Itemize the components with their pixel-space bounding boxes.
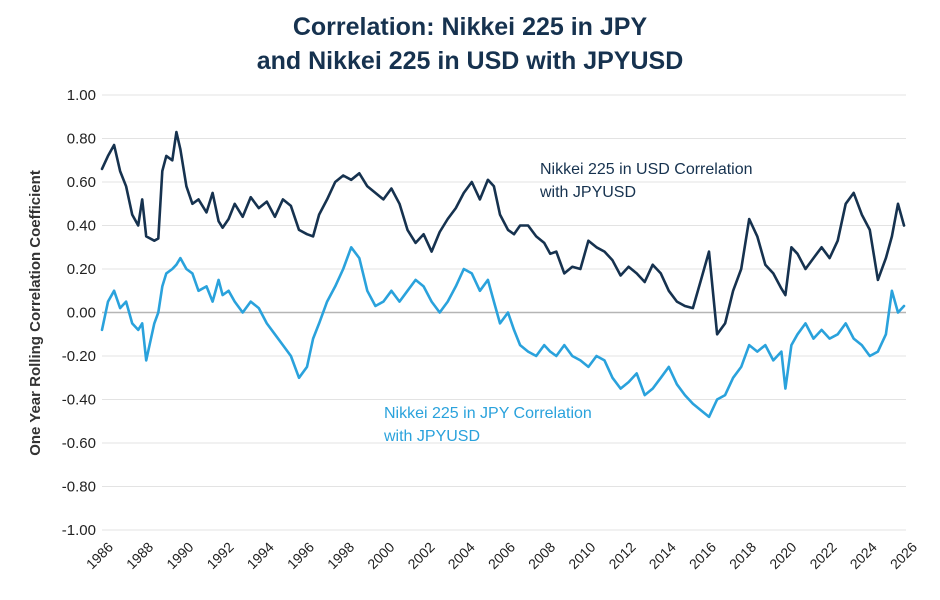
x-tick-label: 2014 bbox=[646, 539, 679, 572]
x-tick-label: 1988 bbox=[123, 539, 156, 572]
y-axis-label: One Year Rolling Correlation Coefficient bbox=[27, 170, 44, 456]
x-tick-label: 2004 bbox=[445, 539, 478, 572]
chart-title-line-1: Correlation: Nikkei 225 in JPY bbox=[292, 13, 648, 41]
series-lines bbox=[100, 130, 906, 419]
y-tick-label: 0.40 bbox=[67, 218, 96, 235]
y-tick-label: 0.60 bbox=[67, 174, 96, 191]
y-tick-label: -0.80 bbox=[62, 479, 96, 496]
x-tick-label: 2026 bbox=[887, 539, 920, 572]
y-tick-label: -0.40 bbox=[62, 392, 96, 409]
y-tick-label: -0.20 bbox=[62, 348, 96, 365]
x-tick-label: 2000 bbox=[364, 539, 397, 572]
x-tick-label: 2010 bbox=[565, 539, 598, 572]
x-tick-label: 2018 bbox=[726, 539, 759, 572]
x-tick-label: 2012 bbox=[605, 539, 638, 572]
x-tick-label: 2024 bbox=[847, 539, 880, 572]
x-tick-label: 1996 bbox=[284, 539, 317, 572]
x-tick-label: 2022 bbox=[806, 539, 839, 572]
usd-series-label: Nikkei 225 in USD Correlation with JPYUS… bbox=[539, 161, 757, 201]
x-tick-label: 2002 bbox=[404, 539, 437, 572]
x-axis-ticks: 1986 1988 1990 1992 1994 1996 1998 2000 2002 2004… bbox=[83, 539, 920, 572]
chart-title: Correlation: Nikkei 225 in JPY and Nikke… bbox=[0, 10, 940, 78]
x-tick-label: 2006 bbox=[485, 539, 518, 572]
x-tick-label: 2008 bbox=[525, 539, 558, 572]
x-tick-label: 2016 bbox=[686, 539, 719, 572]
x-tick-label: 2020 bbox=[766, 539, 799, 572]
y-axis-ticks: 1.00 0.80 0.60 0.40 0.20 0.00 -0.20 -0.40 -0.60 -… bbox=[62, 87, 96, 539]
y-tick-label: 0.20 bbox=[67, 261, 96, 278]
x-tick-label: 1998 bbox=[324, 539, 357, 572]
jpy-correlation-line bbox=[100, 246, 906, 419]
jpy-series-label-line-1: Nikkei 225 in JPY Correlation bbox=[384, 405, 592, 422]
jpy-series-label: Nikkei 225 in JPY Correlation with JPYUS… bbox=[383, 405, 596, 445]
usd-series-label-line-2: with JPYUSD bbox=[539, 184, 636, 201]
y-tick-label: 0.00 bbox=[67, 305, 96, 322]
usd-correlation-line bbox=[100, 130, 906, 336]
x-tick-label: 1992 bbox=[203, 539, 236, 572]
x-tick-label: 1994 bbox=[244, 539, 277, 572]
chart-title-line-2: and Nikkei 225 in USD with JPYUSD bbox=[256, 47, 684, 75]
y-tick-label: 1.00 bbox=[67, 87, 96, 104]
y-tick-label: -1.00 bbox=[62, 522, 96, 539]
usd-series-label-line-1: Nikkei 225 in USD Correlation bbox=[540, 161, 753, 178]
x-tick-label: 1990 bbox=[163, 539, 196, 572]
jpy-series-label-line-2: with JPYUSD bbox=[383, 428, 480, 445]
y-tick-label: 0.80 bbox=[67, 131, 96, 148]
y-tick-label: -0.60 bbox=[62, 435, 96, 452]
gridlines bbox=[102, 94, 906, 531]
x-tick-label: 1986 bbox=[83, 539, 116, 572]
